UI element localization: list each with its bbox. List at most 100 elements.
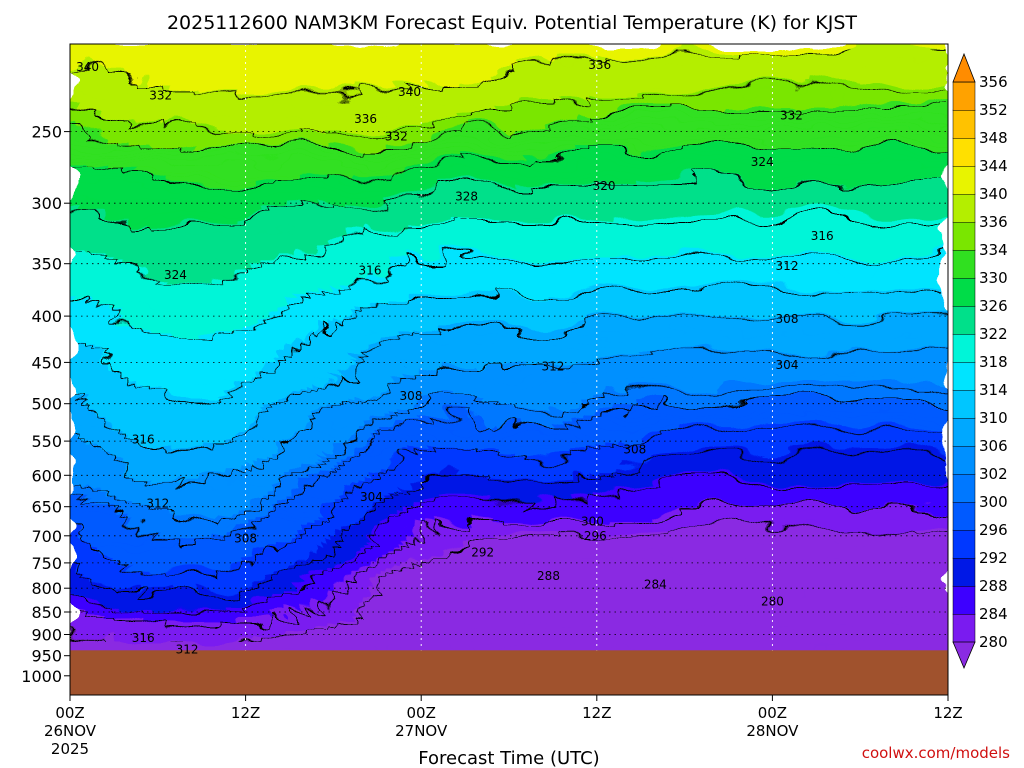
contour-label: 280 [761, 594, 784, 608]
chart-title: 2025112600 NAM3KM Forecast Equiv. Potent… [167, 12, 857, 34]
colorbar-tick-label: 310 [979, 409, 1008, 427]
contour-label: 332 [780, 109, 803, 123]
x-axis-label: Forecast Time (UTC) [418, 748, 599, 768]
colorbar-swatch [952, 333, 976, 363]
contour-label: 340 [398, 85, 421, 99]
contour-label: 288 [537, 569, 560, 583]
colorbar-tick-label: 314 [979, 381, 1008, 399]
colorbar-swatch [952, 585, 976, 615]
contour-labels: 340 332 336 332 340 336 332 324 320 328 316 312 316 3… [76, 58, 834, 657]
contour-label: 316 [359, 263, 382, 277]
credit-text: coolwx.com/models [862, 744, 1010, 762]
contour-label: 312 [146, 497, 169, 511]
colorbar-swatch [952, 389, 976, 419]
colorbar-swatch [952, 613, 976, 643]
colorbar-swatch [952, 81, 976, 111]
x-tick-label: 27NOV [395, 722, 448, 740]
contour-label: 308 [776, 312, 799, 326]
colorbar-swatch [952, 249, 976, 279]
contour-label: 292 [471, 545, 494, 559]
y-tick-label: 250 [31, 123, 62, 142]
contour-label: 332 [149, 88, 172, 102]
colorbar-swatch [952, 277, 976, 307]
colorbar-swatch [952, 473, 976, 503]
colorbar-tick-label: 318 [979, 353, 1008, 371]
colorbar-over-arrow [952, 52, 976, 83]
y-tick-label: 400 [31, 307, 62, 326]
colorbar-tick-label: 356 [979, 73, 1008, 91]
y-axis: 250 300 350 400 450 500 550 600 650 700 750 800 850 9… [21, 123, 70, 686]
contour-label: 300 [581, 515, 604, 529]
x-tick-label: 2025 [51, 740, 89, 758]
colorbar-tick-label: 284 [979, 605, 1008, 623]
contour-label: 308 [400, 389, 423, 403]
x-tick-label: 12Z [933, 704, 962, 722]
contour-label: 308 [234, 532, 257, 546]
y-tick-label: 1000 [21, 667, 62, 686]
contour-label: 336 [588, 58, 611, 72]
contour-label: 324 [751, 155, 774, 169]
contour-label: 312 [541, 360, 564, 374]
contour-label: 308 [623, 443, 646, 457]
y-tick-label: 850 [31, 603, 62, 622]
x-tick-label: 28NOV [746, 722, 799, 740]
colorbar-tick-label: 344 [979, 157, 1008, 175]
colorbar-tick-label: 334 [979, 241, 1008, 259]
colorbar-tick-label: 296 [979, 521, 1008, 539]
colorbar-tick-label: 322 [979, 325, 1008, 343]
contour-label: 324 [164, 268, 187, 282]
colorbar-swatch [952, 305, 976, 335]
x-tick-label: 00Z [407, 704, 436, 722]
x-tick-label: 12Z [231, 704, 260, 722]
colorbar-swatch [952, 417, 976, 447]
y-tick-label: 600 [31, 466, 62, 485]
colorbar-tick-label: 292 [979, 549, 1008, 567]
contour-label: 304 [360, 490, 383, 504]
contour-label: 316 [811, 229, 834, 243]
y-tick-label: 300 [31, 194, 62, 213]
contour-label: 316 [132, 631, 155, 645]
colorbar-swatch [952, 165, 976, 195]
y-tick-label: 950 [31, 647, 62, 666]
colorbar-swatch [952, 137, 976, 167]
y-tick-label: 900 [31, 626, 62, 645]
contour-label: 328 [455, 190, 478, 204]
colorbar: 280 284 288 292 296 300 302 306 310 314 318 322 326 3… [952, 52, 1008, 670]
colorbar-swatch [952, 361, 976, 391]
x-tick-label: 00Z [758, 704, 787, 722]
colorbar-under-arrow [952, 641, 976, 670]
plot-frame [69, 43, 949, 696]
colorbar-swatch [952, 557, 976, 587]
colorbar-swatch [952, 445, 976, 475]
y-tick-label: 700 [31, 527, 62, 546]
colorbar-tick-label: 330 [979, 269, 1008, 287]
y-tick-label: 350 [31, 255, 62, 274]
plot-area [70, 44, 948, 695]
colorbar-tick-label: 348 [979, 129, 1008, 147]
colorbar-swatch [952, 501, 976, 531]
ground-mask [70, 650, 948, 695]
contour-label: 316 [132, 433, 155, 447]
colorbar-tick-label: 288 [979, 577, 1008, 595]
x-tick-label: 26NOV [44, 722, 97, 740]
x-tick-label: 00Z [55, 704, 84, 722]
colorbar-tick-label: 340 [979, 185, 1008, 203]
y-tick-label: 500 [31, 395, 62, 414]
colorbar-swatch [952, 529, 976, 559]
colorbar-tick-label: 306 [979, 437, 1008, 455]
contour-label: 312 [776, 259, 799, 273]
y-tick-label: 650 [31, 498, 62, 517]
colorbar-tick-label: 352 [979, 101, 1008, 119]
contour-label: 312 [176, 643, 199, 657]
y-tick-label: 750 [31, 554, 62, 573]
y-tick-label: 800 [31, 579, 62, 598]
colorbar-tick-label: 302 [979, 465, 1008, 483]
contour-label: 304 [776, 358, 799, 372]
colorbar-swatch [952, 109, 976, 139]
contour-label: 296 [584, 529, 607, 543]
colorbar-tick-label: 300 [979, 493, 1008, 511]
colorbar-tick-label: 336 [979, 213, 1008, 231]
contour-label: 284 [644, 577, 667, 591]
contour-label: 332 [385, 129, 408, 143]
